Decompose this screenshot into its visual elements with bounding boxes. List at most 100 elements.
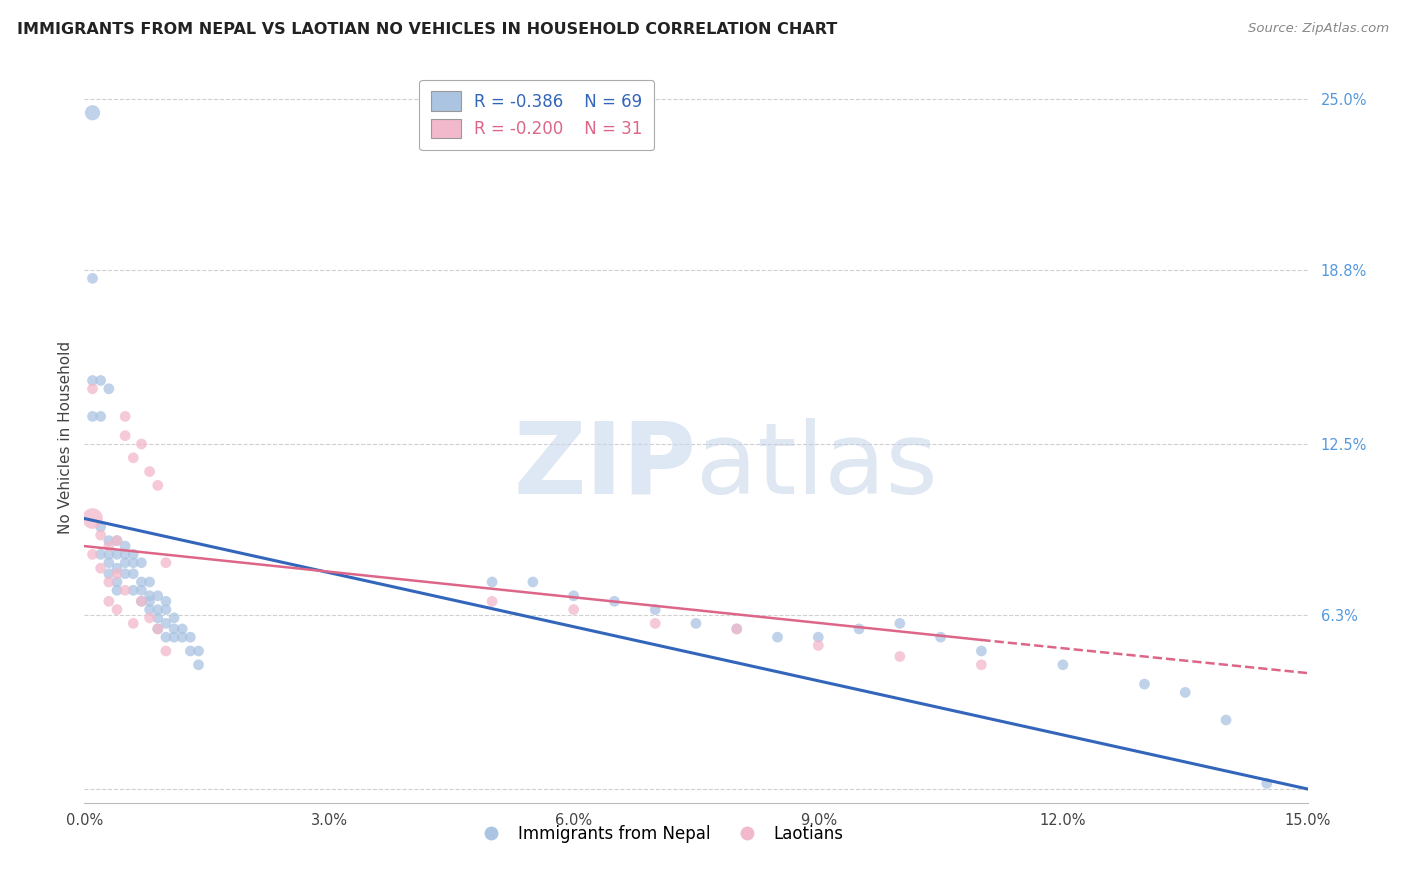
Point [122,548,145,562]
Point [138,611,160,625]
Point [146,602,169,616]
Point [114,583,136,598]
Point [90,548,112,562]
Point [105,533,128,548]
Point [138,589,160,603]
Point [970,657,993,672]
Point [90,561,112,575]
Point [82,409,104,424]
Point [114,548,136,562]
Point [131,594,153,608]
Point [1133,677,1156,691]
Point [122,566,145,581]
Point [105,583,128,598]
Point [114,556,136,570]
Point [1052,657,1074,672]
Point [146,589,169,603]
Point [889,616,911,631]
Point [179,630,201,644]
Point [644,602,666,616]
Point [138,602,160,616]
Point [97,566,120,581]
Point [97,382,120,396]
Point [138,574,160,589]
Point [97,539,120,553]
Point [131,556,153,570]
Point [138,465,160,479]
Point [138,594,160,608]
Y-axis label: No Vehicles in Household: No Vehicles in Household [58,341,73,533]
Point [522,574,544,589]
Point [146,622,169,636]
Point [105,548,128,562]
Point [725,622,748,636]
Point [82,548,104,562]
Point [562,589,585,603]
Point [97,548,120,562]
Point [114,428,136,442]
Point [90,528,112,542]
Point [807,630,830,644]
Point [685,616,707,631]
Point [807,639,830,653]
Point [481,594,503,608]
Point [131,437,153,451]
Point [131,583,153,598]
Point [155,602,177,616]
Point [725,622,748,636]
Text: IMMIGRANTS FROM NEPAL VS LAOTIAN NO VEHICLES IN HOUSEHOLD CORRELATION CHART: IMMIGRANTS FROM NEPAL VS LAOTIAN NO VEHI… [17,22,837,37]
Point [562,602,585,616]
Legend: Immigrants from Nepal, Laotians: Immigrants from Nepal, Laotians [468,818,851,849]
Point [114,409,136,424]
Point [146,611,169,625]
Text: ZIP: ZIP [513,417,696,515]
Point [172,622,194,636]
Point [929,630,952,644]
Point [163,630,186,644]
Point [82,105,104,120]
Point [105,561,128,575]
Point [82,271,104,285]
Point [122,583,145,598]
Point [90,374,112,388]
Point [889,649,911,664]
Point [146,478,169,492]
Point [114,539,136,553]
Point [97,533,120,548]
Point [163,622,186,636]
Point [105,533,128,548]
Point [187,644,209,658]
Point [82,374,104,388]
Point [122,616,145,631]
Point [122,450,145,465]
Point [848,622,870,636]
Point [766,630,789,644]
Point [114,566,136,581]
Point [90,409,112,424]
Point [122,556,145,570]
Point [179,644,201,658]
Point [155,644,177,658]
Point [187,657,209,672]
Point [163,611,186,625]
Point [105,602,128,616]
Point [1256,776,1278,790]
Point [172,630,194,644]
Point [131,574,153,589]
Point [970,644,993,658]
Point [1215,713,1237,727]
Point [90,520,112,534]
Point [97,556,120,570]
Point [105,574,128,589]
Text: Source: ZipAtlas.com: Source: ZipAtlas.com [1249,22,1389,36]
Point [82,382,104,396]
Point [97,594,120,608]
Point [97,574,120,589]
Point [481,574,503,589]
Point [105,566,128,581]
Point [155,594,177,608]
Point [131,594,153,608]
Point [82,511,104,525]
Point [155,630,177,644]
Point [155,556,177,570]
